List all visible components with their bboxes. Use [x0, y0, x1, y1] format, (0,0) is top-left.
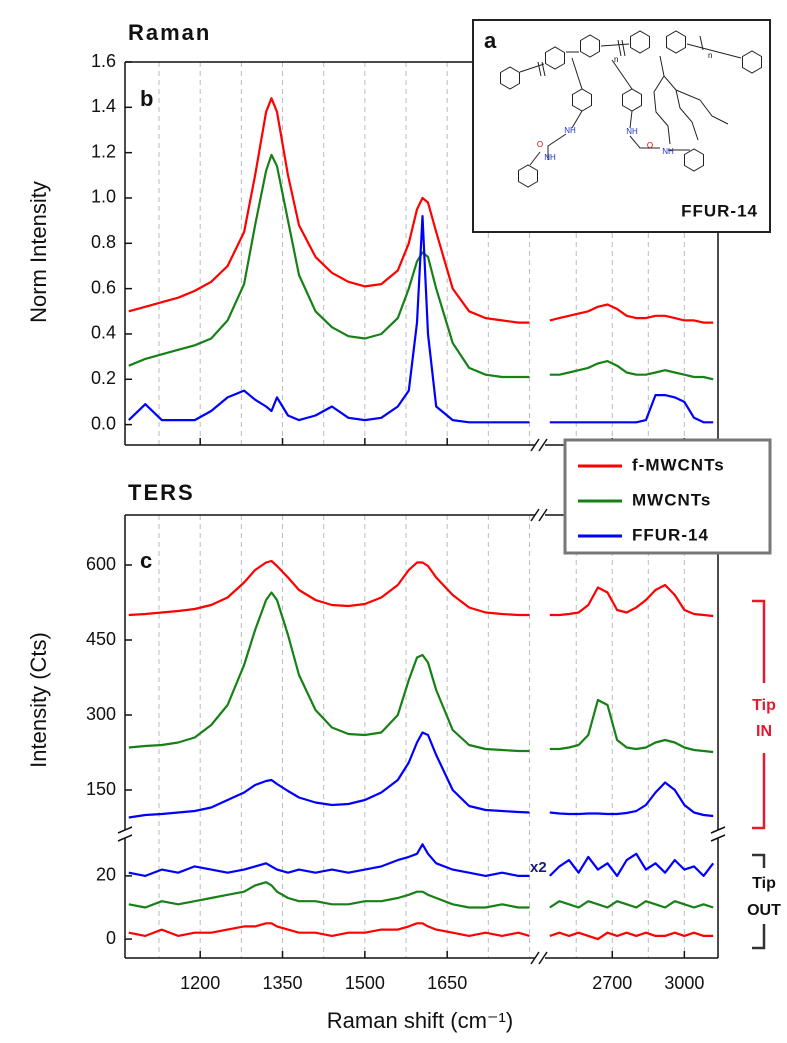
series-line: [549, 931, 714, 941]
series-line: [128, 922, 530, 937]
y-tick-label: 1.4: [91, 96, 116, 116]
legend-label: MWCNTs: [632, 490, 711, 509]
y-tick-label: 0.4: [91, 323, 116, 343]
ring: [500, 66, 520, 90]
bond: [537, 35, 704, 77]
series-line: [549, 583, 714, 618]
series-line: [549, 360, 714, 381]
series-line: [128, 843, 530, 877]
panel-title: Raman: [128, 20, 211, 45]
series-line: [128, 731, 530, 819]
atom-label: NH: [564, 126, 576, 135]
series-line: [549, 394, 714, 424]
legend-label: f-MWCNTs: [632, 455, 725, 474]
x-tick-label: 1350: [263, 973, 303, 993]
y-tick-label: 0: [106, 928, 116, 948]
atom-label: NH: [544, 153, 556, 162]
y-tick-label: 1.0: [91, 187, 116, 207]
y-tick-label: 0.8: [91, 232, 116, 252]
atom-label: O: [647, 141, 653, 150]
y-tick-label: 450: [86, 629, 116, 649]
series-line: [549, 781, 714, 818]
axis-break: [117, 826, 133, 834]
series-line: [549, 900, 714, 909]
x-tick-label: 3000: [664, 973, 704, 993]
series-line: [549, 698, 714, 754]
y-axis-label: Norm Intensity: [26, 181, 51, 323]
y-tick-label: 600: [86, 554, 116, 574]
ring: [742, 50, 762, 74]
repeat-label: n: [708, 51, 712, 60]
bond: [571, 57, 633, 129]
panel-label: c: [140, 548, 152, 573]
series-line: [128, 215, 530, 424]
y-tick-label: 20: [96, 865, 116, 885]
y-tick-label: 1.6: [91, 51, 116, 71]
axis-break: [710, 834, 726, 842]
inset-label: a: [484, 28, 497, 53]
x-axis-label: Raman shift (cm⁻¹): [327, 1008, 513, 1033]
axis-break: [710, 826, 726, 834]
x-tick-label: 1500: [345, 973, 385, 993]
y-tick-label: 0.0: [91, 413, 116, 433]
panel-label: b: [140, 86, 153, 111]
series-line: [128, 591, 530, 753]
x-tick-label: 2700: [592, 973, 632, 993]
bracket-gap: [758, 683, 770, 753]
ring: [545, 46, 565, 70]
y-tick-label: 300: [86, 704, 116, 724]
bond: [529, 133, 690, 166]
series-line: [128, 881, 530, 909]
panel-title: TERS: [128, 480, 195, 505]
axis-break: [530, 951, 540, 965]
repeat-label: n: [614, 55, 618, 64]
y-tick-label: 0.6: [91, 277, 116, 297]
axis-break: [538, 951, 548, 965]
annotation: Tip: [752, 697, 776, 714]
ring: [684, 148, 704, 172]
axis-break: [117, 834, 133, 842]
ring: [580, 34, 600, 58]
axis-break: [530, 508, 540, 522]
legend-box: [563, 438, 772, 555]
series-line: [128, 97, 530, 324]
inset-name: FFUR-14: [681, 201, 758, 220]
series-line: [128, 559, 530, 617]
y-tick-label: 0.2: [91, 368, 116, 388]
annotation: Tip: [752, 875, 776, 892]
ring: [630, 30, 650, 54]
y-axis-label: Intensity (Cts): [26, 632, 51, 768]
series-line: [549, 852, 715, 877]
series-line: [128, 153, 530, 379]
series-line: [549, 303, 714, 324]
annotation: IN: [756, 723, 772, 740]
axis-break: [538, 438, 548, 452]
ring: [518, 164, 538, 188]
inset-frame: [472, 19, 771, 233]
y-tick-label: 1.2: [91, 141, 116, 161]
atom-label: O: [537, 140, 543, 149]
x-tick-label: 1200: [180, 973, 220, 993]
bond: [519, 43, 742, 73]
annotation: OUT: [747, 902, 781, 919]
x-tick-label: 1650: [427, 973, 467, 993]
annotation: x2: [530, 859, 547, 876]
legend-label: FFUR-14: [632, 525, 709, 544]
ring: [666, 30, 686, 54]
axis-break: [538, 508, 548, 522]
atom-label: NH: [662, 147, 674, 156]
bracket-gap: [740, 868, 780, 924]
bond: [653, 55, 729, 145]
atom-label: NH: [626, 127, 638, 136]
axis-break: [530, 438, 540, 452]
y-tick-label: 150: [86, 779, 116, 799]
